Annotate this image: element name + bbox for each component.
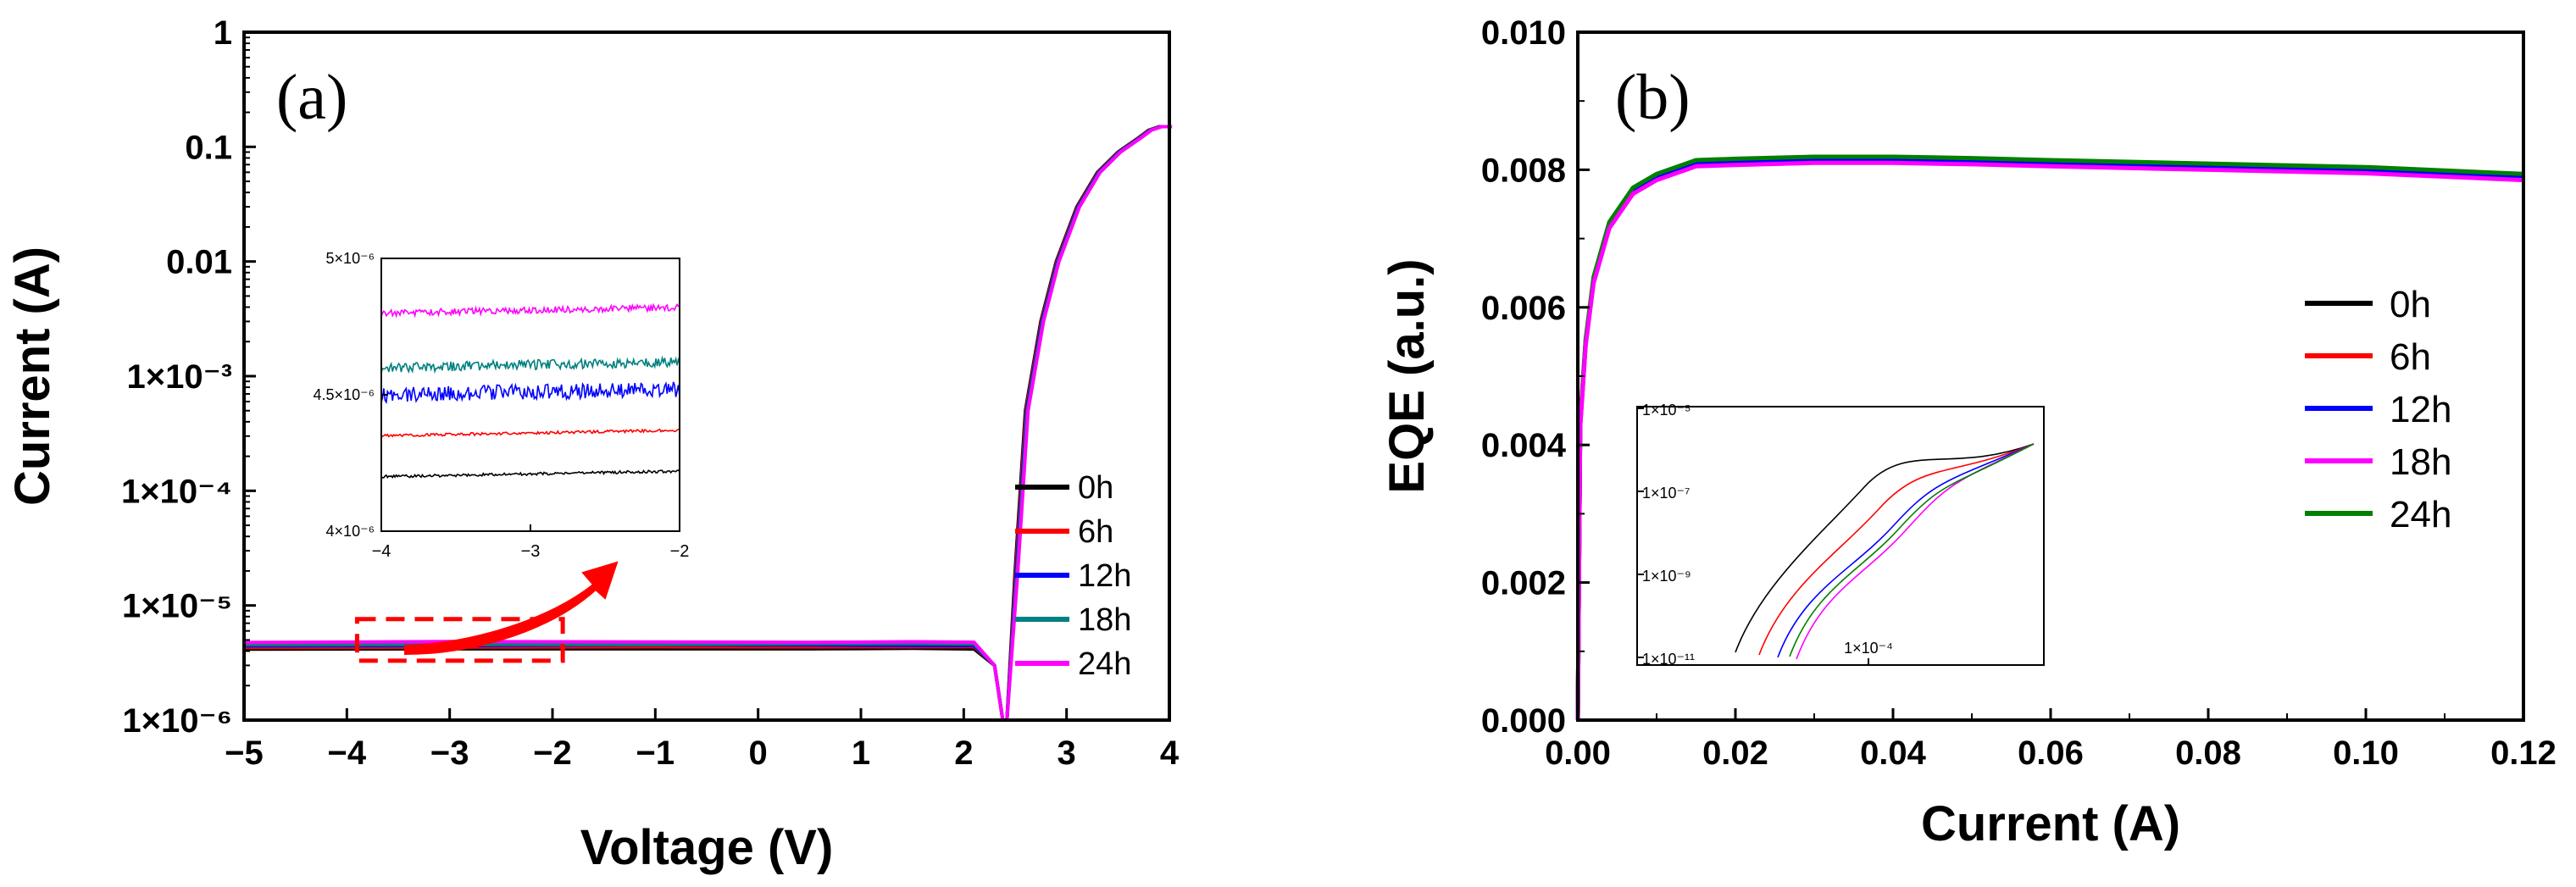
inset-a-x-tick-label: −2 (670, 542, 690, 561)
highlight-region (354, 617, 565, 663)
inset-b-frame (1636, 406, 2045, 666)
inset-b-series-6h (1758, 443, 2035, 656)
panel-b-plot-lines (1575, 154, 2524, 721)
inset-b-x-tick-label: 1×10⁻⁴ (1844, 640, 1893, 657)
b-series-line-18h (1575, 160, 2524, 721)
inset-b-y-tick-label: 1×10⁻⁹ (1642, 568, 1691, 585)
a-y-tick-label: 1×10⁻³ (126, 358, 232, 396)
panel-b-y-axis-label: EQE (a.u.) (1380, 258, 1435, 493)
panel-b-x-axis-label: Current (A) (1921, 796, 2180, 851)
a-x-tick-label: −5 (225, 735, 264, 772)
zoom-arrow (404, 561, 619, 656)
b-legend-label-18h: 18h (2390, 441, 2451, 483)
a-x-tick-label: 1 (852, 735, 870, 772)
a-x-tick-label: 4 (1160, 735, 1180, 772)
a-y-tick-label: 1×10⁻⁵ (122, 588, 232, 625)
b-x-tick-label: 0.06 (2018, 735, 2084, 772)
inset-a-series-0h (380, 469, 680, 480)
panel-a-plot-lines (243, 125, 1173, 722)
panel-a-x-axis-label: Voltage (V) (580, 820, 834, 875)
inset-b-series-24h (1789, 443, 2035, 657)
panel-a-inset: −4 −3 −2 4×10⁻⁶ 4.5×10⁻⁶ 5×10⁻⁶ (314, 250, 690, 561)
inset-b-series-0h (1735, 443, 2035, 653)
panel-a-y-axis-label: Current (A) (5, 247, 60, 506)
a-y-tick-label: 1 (214, 14, 232, 52)
panel-b-legend: 0h 6h 12h 18h 24h (2305, 284, 2451, 535)
a-y-tick-label: 1×10⁻⁶ (122, 702, 232, 740)
b-y-tick-label: 0.002 (1481, 565, 1566, 602)
b-x-tick-label: 0.08 (2175, 735, 2241, 772)
inset-a-y-tick-label: 5×10⁻⁶ (326, 250, 375, 267)
panel-b-inset: 1×10⁻⁵ 1×10⁻⁷ 1×10⁻⁹ 1×10⁻¹¹ 1×10⁻⁴ (1636, 402, 2045, 668)
a-x-tick-label: −3 (430, 735, 469, 772)
panel-b-y-ticks: 0.000 0.002 0.004 0.006 0.008 0.010 (1481, 14, 1590, 740)
a-legend-label-18h: 18h (1078, 602, 1131, 638)
b-x-tick-label: 0.12 (2490, 735, 2557, 772)
inset-a-series-12h (380, 381, 680, 404)
inset-b-y-tick-label: 1×10⁻⁷ (1642, 485, 1690, 502)
inset-a-series-18h (380, 355, 680, 374)
a-legend-label-0h: 0h (1078, 470, 1113, 506)
b-x-tick-label: 0.02 (1702, 735, 1768, 772)
b-legend-label-6h: 6h (2390, 336, 2431, 378)
a-x-tick-label: 2 (954, 735, 973, 772)
inset-b-y-tick-label: 1×10⁻⁵ (1642, 402, 1691, 419)
b-y-tick-label: 0.004 (1481, 427, 1567, 464)
a-y-tick-label: 1×10⁻⁴ (121, 473, 232, 510)
a-legend-label-24h: 24h (1078, 646, 1131, 682)
b-legend-label-0h: 0h (2390, 284, 2431, 325)
inset-a-lines (380, 302, 680, 480)
highlight-box (354, 617, 565, 663)
panel-b-label: (b) (1615, 62, 1690, 133)
b-y-tick-label: 0.008 (1481, 152, 1566, 189)
b-legend-label-12h: 12h (2390, 389, 2451, 430)
b-x-tick-label: 0.04 (1860, 735, 1927, 772)
inset-a-y-tick-label: 4.5×10⁻⁶ (314, 386, 375, 403)
panel-b: 0.00 0.02 0.04 0.06 0.08 0.10 0.12 0.0000.0020… (1380, 14, 2557, 851)
a-x-tick-label: 3 (1058, 735, 1076, 772)
inset-a-ticks: −4 −3 −2 4×10⁻⁶ 4.5×10⁻⁶ 5×10⁻⁶ (314, 250, 690, 561)
a-x-tick-label: −1 (636, 735, 675, 772)
a-y-tick-label: 0.01 (166, 244, 232, 281)
panel-a-x-ticks: −5 −4 −3 −2 −1 0 1 2 3 4 (225, 708, 1180, 772)
a-legend-label-6h: 6h (1078, 514, 1113, 550)
inset-b-series-12h (1777, 443, 2035, 658)
inset-a-x-tick-label: −3 (521, 542, 541, 561)
inset-b-lines (1735, 443, 2035, 660)
b-y-tick-label: 0.010 (1481, 14, 1566, 52)
inset-b-background (1637, 407, 2044, 665)
panel-a-y-ticks: 1×10⁻⁶ 1×10⁻⁵ 1×10⁻⁴ 1×10⁻³ 0.01 0.1 1 (121, 14, 256, 740)
b-legend-label-24h: 24h (2390, 494, 2451, 535)
a-y-tick-label: 0.1 (185, 129, 232, 166)
b-x-tick-label: 0.10 (2333, 735, 2399, 772)
inset-a-series-24h (380, 302, 680, 319)
panel-a-legend: 0h 6h 12h 18h 24h (1015, 470, 1131, 682)
inset-a-y-tick-label: 4×10⁻⁶ (326, 523, 375, 540)
a-legend-label-12h: 12h (1078, 558, 1131, 594)
a-x-tick-label: −2 (533, 735, 572, 772)
a-x-tick-label: −4 (328, 735, 367, 772)
inset-a-series-6h (380, 428, 680, 438)
panel-a-label: (a) (276, 62, 347, 133)
inset-a-x-tick-label: −4 (372, 542, 391, 561)
a-series-line-24h (243, 125, 1173, 722)
inset-b-y-tick-label: 1×10⁻¹¹ (1642, 651, 1695, 668)
panel-b-x-ticks: 0.00 0.02 0.04 0.06 0.08 0.10 0.12 (1545, 708, 2557, 772)
a-x-tick-label: 0 (749, 735, 768, 772)
b-y-tick-label: 0.000 (1481, 702, 1566, 740)
inset-b-ticks: 1×10⁻⁵ 1×10⁻⁷ 1×10⁻⁹ 1×10⁻¹¹ 1×10⁻⁴ (1637, 402, 1893, 668)
b-y-tick-label: 0.006 (1481, 290, 1566, 327)
panel-a: −5 −4 −3 −2 −1 0 1 2 3 4 1×10⁻⁶ 1×10⁻⁵ 1×10⁻⁴ 1×10⁻³… (5, 14, 1180, 875)
b-x-tick-label: 0.00 (1545, 735, 1611, 772)
